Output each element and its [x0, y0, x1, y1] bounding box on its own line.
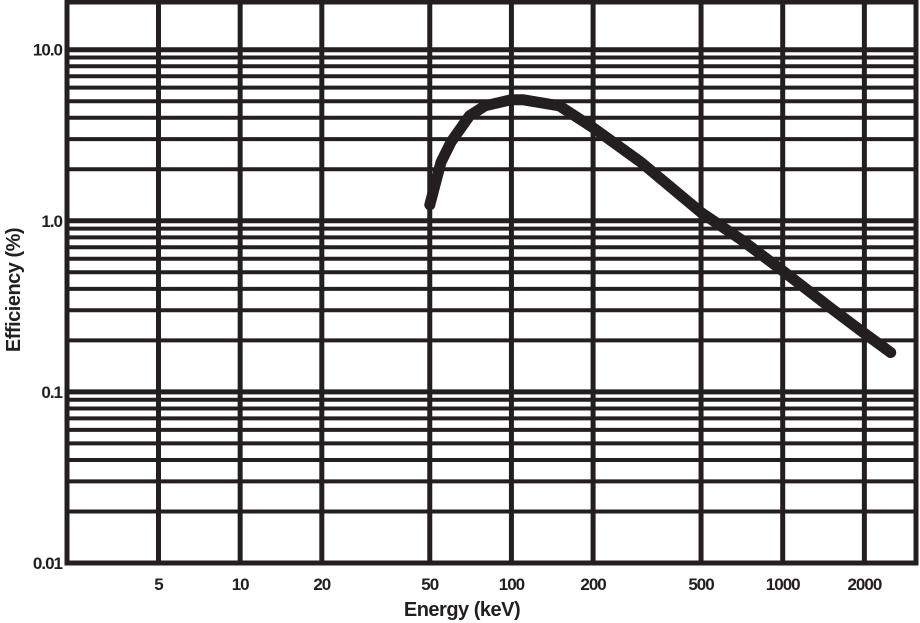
x-tick-label: 100: [499, 575, 525, 594]
x-tick-label: 1000: [766, 575, 800, 594]
horizontal-gridlines: [67, 47, 916, 566]
x-axis-label: Energy (keV): [404, 599, 520, 621]
x-tick-label: 20: [313, 575, 330, 594]
plot-frame: [64, 0, 919, 566]
x-tick-label: 10: [232, 575, 249, 594]
y-tick-label: 0.1: [41, 383, 62, 402]
x-tick-label: 5: [154, 575, 163, 594]
x-tick-label: 200: [580, 575, 606, 594]
y-tick-label: 0.01: [33, 554, 63, 573]
y-tick-labels: 0.01 0.1 1.0 10.0: [33, 41, 64, 573]
x-tick-label: 500: [688, 575, 714, 594]
y-axis-label: Efficiency (%): [3, 228, 25, 352]
x-tick-label: 50: [421, 575, 438, 594]
y-tick-label: 1.0: [41, 212, 62, 231]
x-tick-labels: 5 10 20 50 100 200 500 1000 2000: [154, 575, 883, 594]
x-tick-label: 2000: [847, 575, 881, 594]
efficiency-curve: [424, 94, 897, 358]
y-tick-label: 10.0: [33, 41, 63, 60]
